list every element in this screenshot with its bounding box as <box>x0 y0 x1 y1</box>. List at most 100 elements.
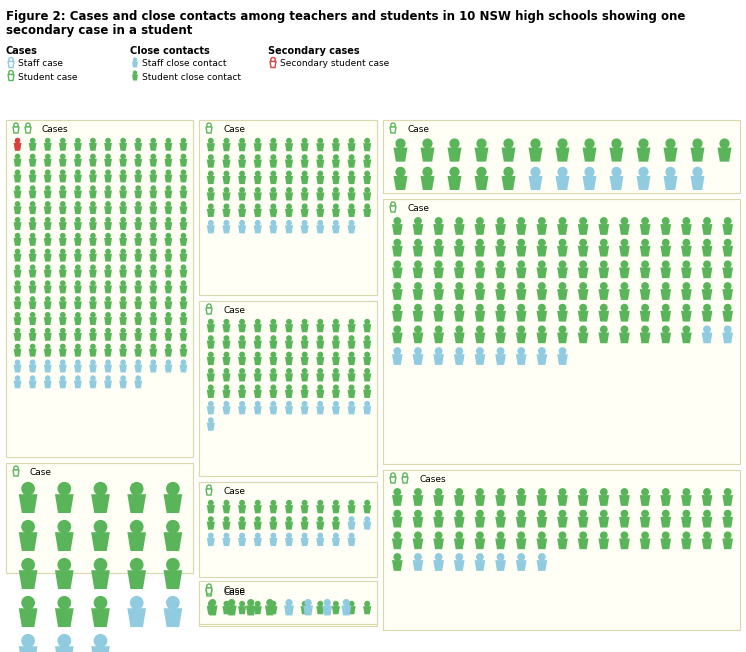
Circle shape <box>75 328 81 334</box>
Circle shape <box>455 282 463 290</box>
Circle shape <box>135 296 141 302</box>
Circle shape <box>30 280 36 286</box>
Polygon shape <box>163 532 182 551</box>
Circle shape <box>120 201 126 207</box>
Circle shape <box>45 280 51 286</box>
Circle shape <box>703 304 711 312</box>
Polygon shape <box>413 289 423 300</box>
Circle shape <box>301 171 307 177</box>
Polygon shape <box>284 606 294 615</box>
Polygon shape <box>104 381 112 389</box>
Text: Cases: Cases <box>42 125 69 134</box>
Polygon shape <box>207 143 215 151</box>
Polygon shape <box>149 364 157 372</box>
Circle shape <box>476 553 484 561</box>
Polygon shape <box>413 333 423 343</box>
Circle shape <box>255 351 260 357</box>
Circle shape <box>224 171 230 177</box>
Circle shape <box>286 220 292 226</box>
Polygon shape <box>59 333 66 341</box>
Polygon shape <box>128 494 146 513</box>
Polygon shape <box>59 143 66 151</box>
Polygon shape <box>91 608 110 627</box>
Circle shape <box>538 531 546 539</box>
Polygon shape <box>180 286 187 293</box>
Circle shape <box>60 280 66 286</box>
Polygon shape <box>301 324 309 333</box>
Polygon shape <box>104 206 112 214</box>
Polygon shape <box>222 374 231 381</box>
Circle shape <box>333 220 339 226</box>
Circle shape <box>403 473 407 477</box>
Polygon shape <box>164 270 172 278</box>
Polygon shape <box>681 539 692 549</box>
Circle shape <box>364 401 370 407</box>
Circle shape <box>324 599 330 606</box>
Polygon shape <box>119 364 127 372</box>
Polygon shape <box>316 160 325 168</box>
Circle shape <box>105 217 111 223</box>
Polygon shape <box>598 539 609 549</box>
Polygon shape <box>413 517 423 527</box>
Polygon shape <box>413 354 423 365</box>
Polygon shape <box>392 354 403 365</box>
Circle shape <box>641 510 649 518</box>
Circle shape <box>181 170 186 175</box>
Circle shape <box>455 488 463 496</box>
Circle shape <box>208 319 214 325</box>
Polygon shape <box>119 238 127 246</box>
Circle shape <box>317 385 323 391</box>
Circle shape <box>208 401 214 407</box>
Polygon shape <box>332 160 340 168</box>
Polygon shape <box>104 190 112 198</box>
Polygon shape <box>128 570 146 589</box>
Circle shape <box>584 138 595 149</box>
Polygon shape <box>332 176 340 184</box>
Circle shape <box>641 325 649 333</box>
Circle shape <box>239 319 245 325</box>
Polygon shape <box>89 158 97 167</box>
Polygon shape <box>13 349 22 357</box>
Circle shape <box>255 171 260 177</box>
Circle shape <box>224 533 230 539</box>
Polygon shape <box>536 311 547 321</box>
Circle shape <box>255 220 260 226</box>
Polygon shape <box>180 364 187 372</box>
Circle shape <box>224 319 230 325</box>
Polygon shape <box>119 301 127 309</box>
Circle shape <box>348 319 354 325</box>
Polygon shape <box>681 267 692 278</box>
Circle shape <box>333 500 339 506</box>
Polygon shape <box>474 147 489 162</box>
Circle shape <box>181 138 186 143</box>
Polygon shape <box>285 340 293 349</box>
Circle shape <box>435 239 442 246</box>
Polygon shape <box>660 289 671 300</box>
Polygon shape <box>119 349 127 357</box>
Circle shape <box>703 282 711 290</box>
Polygon shape <box>578 246 589 256</box>
Circle shape <box>683 531 690 539</box>
Circle shape <box>348 203 354 209</box>
Polygon shape <box>254 357 262 365</box>
Polygon shape <box>303 606 313 615</box>
Polygon shape <box>394 176 407 190</box>
Polygon shape <box>222 324 231 333</box>
Circle shape <box>476 217 484 225</box>
Circle shape <box>60 296 66 302</box>
Circle shape <box>15 154 20 159</box>
Circle shape <box>255 500 260 506</box>
Circle shape <box>45 138 51 143</box>
Circle shape <box>317 368 323 374</box>
Circle shape <box>641 531 649 539</box>
Polygon shape <box>454 224 465 235</box>
Circle shape <box>255 335 260 341</box>
Circle shape <box>683 217 690 225</box>
Polygon shape <box>207 324 215 333</box>
Polygon shape <box>74 175 82 183</box>
Circle shape <box>9 70 13 75</box>
Circle shape <box>612 167 621 177</box>
Polygon shape <box>222 522 231 529</box>
Polygon shape <box>285 209 293 217</box>
Circle shape <box>724 325 732 333</box>
